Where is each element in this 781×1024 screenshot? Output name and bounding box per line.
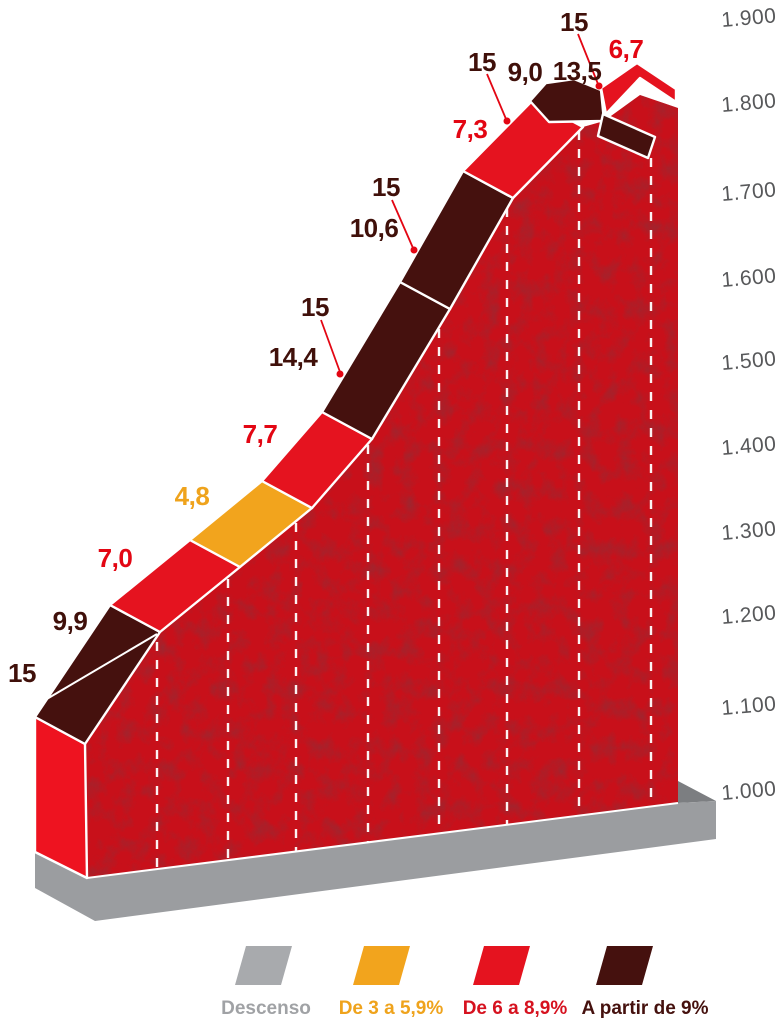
leader-line	[320, 319, 341, 373]
legend-label-de-6-a-8-9: De 6 a 8,9%	[463, 998, 568, 1019]
altitude-tick-label: 1.200	[720, 601, 777, 629]
leader-line	[486, 73, 507, 120]
legend-swatch-de-6-a-8-9	[473, 946, 530, 985]
gradient-labels: 15 9,9 7,0 4,8 7,7 14,4 10,6 7,3 9,0 13,…	[8, 34, 644, 688]
gradient-label: 10,6	[350, 213, 399, 243]
gradient-label: 7,3	[453, 114, 488, 144]
gradient-label: 6,7	[609, 34, 644, 64]
gradient-label: 7,0	[98, 543, 133, 573]
gradient-label: 15	[8, 658, 36, 688]
altitude-tick-label: 1.800	[720, 89, 777, 117]
gradient-label: 14,4	[269, 342, 319, 372]
gradient-label: 7,7	[243, 419, 278, 449]
base-slab-top	[678, 781, 716, 803]
legend-label-de-3-a-5-9: De 3 a 5,9%	[339, 998, 444, 1019]
altitude-tick-label: 1.000	[720, 777, 777, 805]
altitude-tick-label: 1.100	[720, 692, 777, 720]
max-gradient-label: 15	[468, 47, 496, 77]
base-slab-front	[35, 801, 716, 921]
legend-swatch-de-3-a-5-9	[353, 946, 410, 985]
altitude-tick-label: 1.300	[720, 517, 777, 545]
legend: Descenso De 3 a 5,9% De 6 a 8,9% A parti…	[221, 946, 709, 1019]
max-gradient-label: 15	[301, 292, 329, 322]
gradient-label: 9,0	[508, 57, 543, 87]
legend-swatch-a-partir-de-9	[596, 946, 653, 985]
max-gradient-label: 15	[372, 172, 400, 202]
legend-label-descenso: Descenso	[221, 998, 311, 1019]
max-gradient-labels: 15 15 15 15	[301, 7, 588, 322]
altitude-axis: 1.900 1.800 1.700 1.600 1.500 1.400 1.30…	[720, 4, 777, 805]
band-edge-strip-line	[39, 633, 158, 704]
marker-dot	[410, 246, 418, 254]
legend-label-a-partir-de-9: A partir de 9%	[581, 998, 708, 1019]
max-gradient-dots	[336, 82, 603, 378]
gradient-band-seg-10	[599, 61, 678, 116]
legend-swatch-descenso	[235, 946, 292, 985]
altitude-tick-label: 1.600	[720, 264, 777, 292]
km-divider-dashed-lines	[155, 131, 653, 869]
leader-line	[391, 199, 414, 249]
gradient-label: 9,9	[53, 606, 88, 636]
altitude-tick-label: 1.700	[720, 178, 777, 206]
marker-dot	[336, 370, 344, 378]
max-gradient-label: 15	[560, 7, 588, 37]
gradient-band-seg-7	[461, 98, 585, 200]
gradient-band	[33, 61, 678, 880]
gradient-label: 4,8	[175, 481, 210, 511]
altitude-tick-label: 1.500	[720, 347, 777, 375]
altitude-tick-label: 1.400	[720, 432, 777, 460]
altitude-tick-label: 1.900	[720, 4, 777, 32]
max-gradient-leaders	[320, 33, 599, 373]
marker-dot	[595, 82, 603, 90]
marker-dot	[503, 117, 511, 125]
leader-line	[577, 33, 599, 85]
gradient-band-summit-side	[596, 112, 657, 160]
gradient-label: 13,5	[553, 56, 602, 86]
